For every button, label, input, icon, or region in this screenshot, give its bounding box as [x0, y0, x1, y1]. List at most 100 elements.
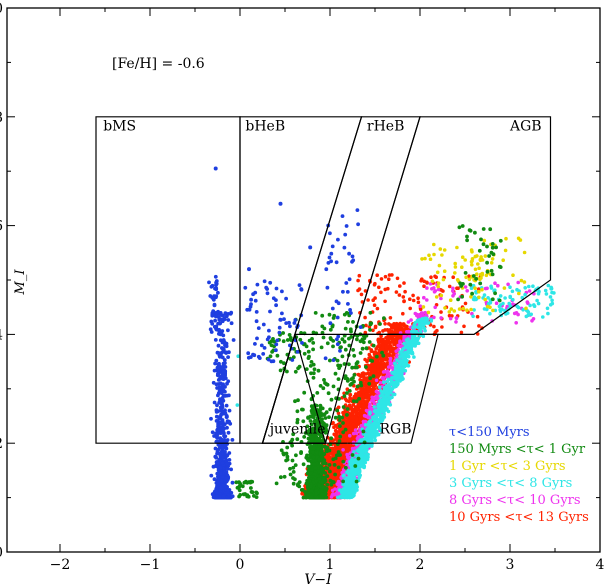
data-point — [317, 483, 322, 488]
data-point — [350, 410, 355, 414]
data-point — [433, 305, 438, 310]
data-point — [349, 458, 354, 462]
data-point — [521, 308, 525, 312]
data-point — [314, 425, 319, 430]
data-point — [401, 362, 406, 367]
data-point — [386, 344, 391, 349]
data-point — [543, 288, 548, 293]
data-point — [392, 342, 396, 347]
data-point — [293, 399, 297, 404]
data-point — [527, 289, 532, 293]
data-point — [315, 431, 319, 436]
data-point — [460, 265, 464, 270]
data-point — [455, 245, 459, 250]
data-point — [388, 316, 393, 320]
data-point — [496, 283, 500, 288]
data-point — [469, 295, 473, 299]
data-point — [527, 284, 531, 289]
data-point — [363, 460, 368, 465]
data-point — [311, 455, 316, 460]
data-point — [326, 391, 331, 396]
data-point — [312, 367, 317, 372]
data-point — [364, 453, 369, 457]
data-point — [285, 445, 290, 450]
data-point — [357, 469, 362, 474]
data-point — [362, 405, 367, 409]
data-point — [455, 278, 460, 282]
data-point — [364, 432, 368, 437]
data-point — [480, 287, 484, 292]
data-point — [536, 301, 541, 306]
data-point — [310, 458, 315, 463]
data-point — [312, 443, 316, 448]
data-point — [463, 258, 468, 262]
data-point — [383, 339, 387, 344]
data-point — [388, 390, 393, 395]
data-point — [387, 353, 391, 358]
data-point — [418, 314, 422, 319]
data-point — [373, 350, 378, 355]
data-point — [306, 464, 311, 469]
data-point — [439, 310, 443, 314]
data-point — [371, 298, 376, 303]
data-point — [428, 257, 433, 262]
data-point — [336, 465, 341, 470]
data-point — [355, 337, 359, 342]
data-point — [376, 368, 380, 372]
data-point — [380, 391, 384, 396]
data-point — [420, 257, 424, 261]
data-point — [402, 341, 406, 346]
data-point — [302, 435, 307, 439]
data-point — [236, 354, 240, 359]
data-point — [371, 422, 375, 426]
data-point — [359, 400, 364, 404]
data-point — [359, 460, 364, 465]
data-point — [314, 491, 318, 496]
data-point — [311, 347, 315, 352]
data-point — [388, 323, 393, 327]
data-point — [379, 428, 384, 433]
data-point — [451, 286, 455, 291]
data-point — [528, 303, 532, 308]
data-point — [371, 343, 376, 348]
data-point — [401, 355, 406, 360]
data-point — [475, 314, 480, 319]
data-point — [403, 359, 408, 363]
data-point — [419, 330, 423, 335]
data-point — [323, 471, 327, 475]
data-point — [429, 319, 434, 323]
data-point — [508, 285, 512, 290]
data-point — [363, 289, 368, 293]
data-point — [457, 307, 462, 311]
data-point — [398, 335, 403, 340]
data-point — [301, 419, 306, 424]
data-point — [501, 258, 506, 263]
data-point — [321, 335, 326, 340]
data-point — [537, 289, 541, 294]
data-point — [393, 373, 398, 378]
data-point — [358, 351, 363, 355]
data-point — [403, 345, 408, 349]
data-point — [375, 433, 379, 437]
data-point — [319, 495, 324, 499]
data-point — [436, 281, 441, 286]
data-point — [279, 448, 284, 453]
data-point — [489, 286, 494, 290]
data-point — [364, 392, 369, 397]
data-point — [315, 391, 320, 395]
data-point — [335, 408, 340, 413]
data-point — [388, 382, 393, 386]
data-point — [339, 444, 343, 449]
data-point — [439, 316, 443, 320]
data-point — [332, 313, 337, 318]
data-point — [354, 399, 359, 404]
data-point — [511, 273, 515, 278]
data-point — [385, 338, 390, 343]
data-point — [398, 339, 402, 344]
data-point — [309, 468, 314, 472]
data-point — [471, 314, 475, 319]
data-point — [510, 289, 515, 294]
data-point — [352, 373, 357, 377]
data-point — [550, 301, 555, 306]
data-point — [291, 476, 295, 480]
